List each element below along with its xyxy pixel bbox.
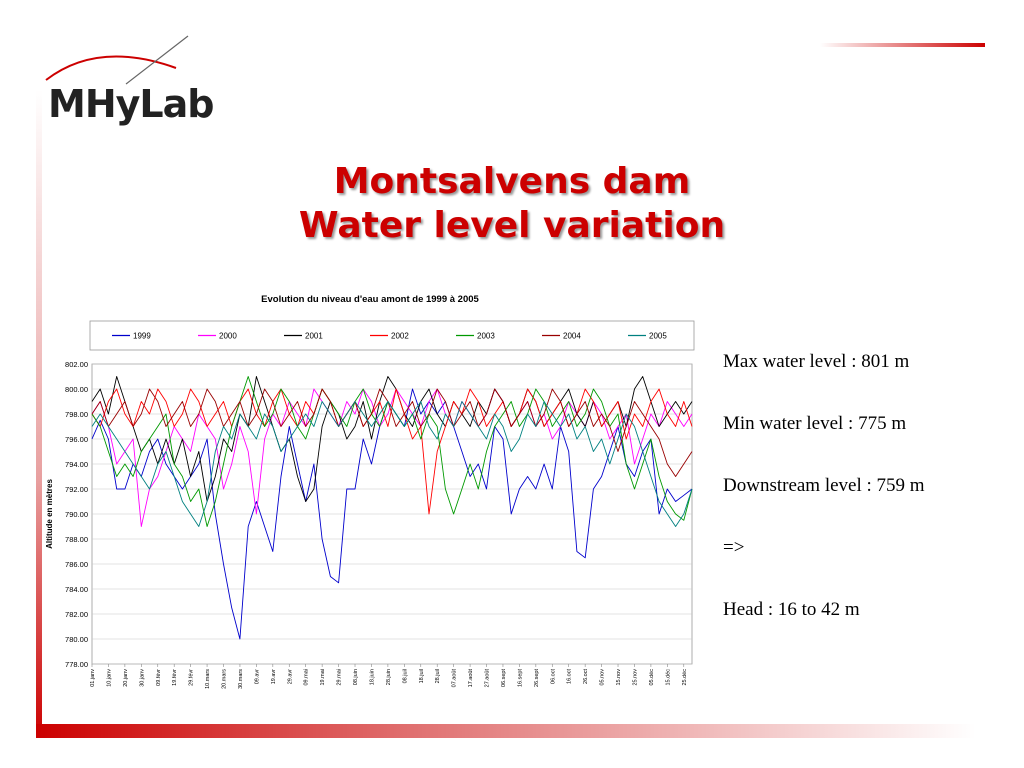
x-tick-label: 25.déc: [682, 669, 688, 686]
x-tick-label: 01.janv: [90, 669, 96, 687]
x-tick-label: 05.nov: [600, 669, 606, 686]
grid-lines: [92, 363, 692, 665]
x-tick-labels: 01.janv 10.janv 20.janv 30.janv 09.févr 19.fé…: [90, 664, 688, 689]
y-tick-label: 782.00: [65, 610, 88, 619]
y-tick-label: 778.00: [65, 660, 88, 669]
y-tick-label: 798.00: [65, 410, 88, 419]
note-min-level: Min water level : 775 m: [723, 413, 907, 434]
y-tick-label: 788.00: [65, 535, 88, 544]
x-tick-label: 29.févr: [189, 669, 195, 686]
x-tick-label: 15.déc: [665, 669, 671, 686]
title-line-2: Water level variation: [298, 205, 726, 246]
x-tick-label: 06.oct: [550, 669, 556, 684]
y-tick-label: 790.00: [65, 510, 88, 519]
x-tick-label: 29.mai: [337, 669, 343, 686]
x-tick-label: 28.juin: [386, 669, 392, 685]
x-tick-label: 18.juin: [369, 669, 375, 685]
chart-title: Evolution du niveau d'eau amont de 1999 …: [261, 294, 479, 305]
x-tick-label: 08.juil: [402, 669, 408, 683]
chart-legend: [89, 320, 695, 351]
x-tick-label: 07.août: [452, 669, 458, 688]
legend-label-2004: 2004: [563, 332, 581, 341]
y-tick-label: 786.00: [65, 560, 88, 569]
left-accent-bar: [36, 90, 42, 738]
x-tick-label: 16.oct: [567, 669, 573, 684]
x-tick-label: 09.mai: [304, 669, 310, 686]
y-tick-label: 800.00: [65, 385, 88, 394]
series-lines: [91, 376, 693, 640]
x-tick-label: 25.nov: [632, 669, 638, 686]
y-tick-label: 784.00: [65, 585, 88, 594]
x-tick-label: 20.mars: [222, 669, 228, 689]
legend-label-2005: 2005: [649, 332, 667, 341]
water-level-chart: Evolution du niveau d'eau amont de 1999 …: [45, 294, 695, 689]
note-head: Head : 16 to 42 m: [723, 599, 860, 620]
y-tick-label: 794.00: [65, 460, 88, 469]
x-tick-label: 09.févr: [156, 669, 162, 686]
series-line-2004: [91, 388, 693, 477]
x-tick-label: 06.sept: [501, 669, 507, 688]
note-downstream-level: Downstream level : 759 m: [723, 475, 925, 496]
logo-swoosh-icon: [45, 35, 189, 85]
x-tick-label: 10.janv: [106, 669, 112, 687]
x-tick-label: 29.avr: [287, 669, 293, 684]
top-accent-line: [820, 43, 985, 47]
logo-text: MHyLab: [48, 82, 214, 126]
legend-items: 1999 2000 2001 2002 2003 2004 2005: [112, 332, 667, 341]
y-tick-label: 802.00: [65, 360, 88, 369]
slide-title: Montsalvens dam Water level variation: [0, 160, 1024, 248]
x-tick-label: 27.août: [485, 669, 491, 688]
y-axis-label: Altitude en mètres: [45, 479, 54, 549]
x-tick-label: 15.nov: [616, 669, 622, 686]
y-tick-labels: 778.00 780.00 782.00 784.00 786.00 788.00 790.…: [65, 360, 88, 669]
note-arrow: =>: [723, 537, 745, 558]
x-tick-label: 30.janv: [139, 669, 145, 687]
y-tick-label: 780.00: [65, 635, 88, 644]
x-tick-label: 26.oct: [583, 669, 589, 684]
x-tick-label: 16.sept: [517, 669, 523, 688]
mhylab-logo: MHyLab: [38, 30, 214, 130]
bottom-accent-bar: [36, 724, 976, 738]
x-tick-label: 17.août: [468, 669, 474, 688]
note-max-level: Max water level : 801 m: [723, 351, 910, 372]
legend-label-2002: 2002: [391, 332, 409, 341]
series-line-2005: [91, 401, 693, 527]
x-tick-label: 19.avr: [271, 669, 277, 684]
legend-label-2001: 2001: [305, 332, 323, 341]
x-tick-label: 09.avr: [254, 669, 260, 684]
x-tick-label: 18.juil: [419, 669, 425, 683]
y-tick-label: 792.00: [65, 485, 88, 494]
legend-label-1999: 1999: [133, 332, 151, 341]
y-tick-label: 796.00: [65, 435, 88, 444]
x-tick-label: 10.mars: [205, 669, 211, 689]
side-notes: Max water level : 801 m Min water level …: [723, 350, 1013, 660]
x-tick-label: 19.mai: [320, 669, 326, 686]
x-tick-label: 19.févr: [172, 669, 178, 686]
x-tick-label: 28.juil: [435, 669, 441, 683]
title-line-1: Montsalvens dam: [333, 161, 691, 202]
x-tick-label: 05.déc: [649, 669, 655, 686]
x-tick-label: 08.juin: [353, 669, 359, 685]
legend-label-2003: 2003: [477, 332, 495, 341]
x-tick-label: 26.sept: [534, 669, 540, 688]
legend-label-2000: 2000: [219, 332, 237, 341]
series-line-2001: [91, 376, 693, 502]
x-tick-label: 20.janv: [123, 669, 129, 687]
x-tick-label: 30.mars: [238, 669, 244, 689]
